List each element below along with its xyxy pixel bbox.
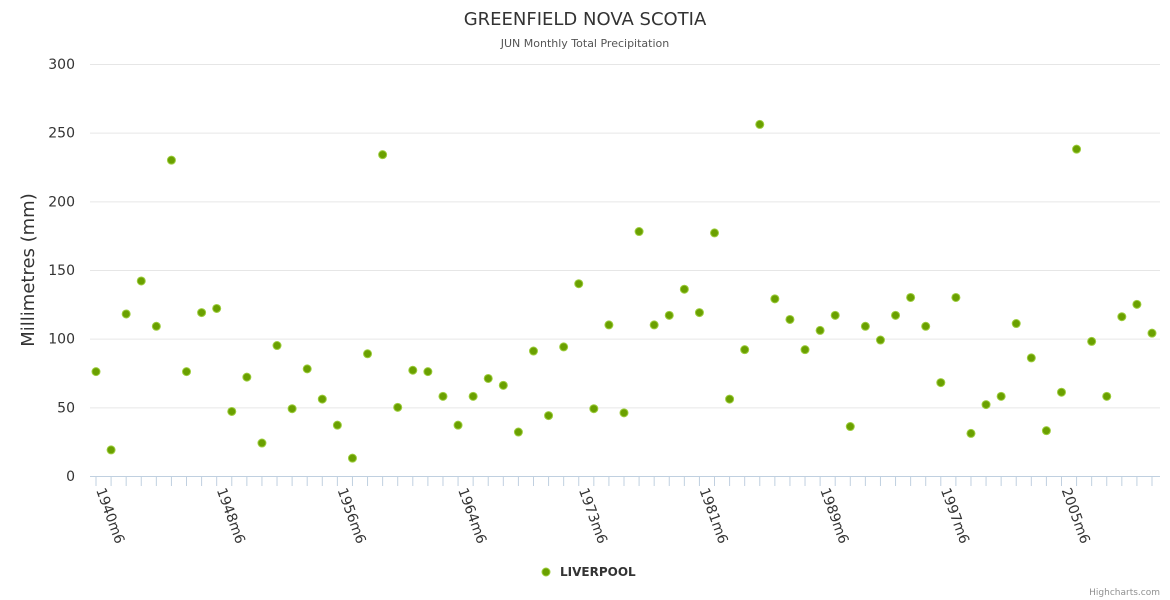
data-point[interactable] [483,373,493,383]
data-point[interactable] [891,310,901,320]
x-tick-label: 1956m6 [334,486,369,546]
data-point[interactable] [951,292,961,302]
data-point[interactable] [604,320,614,330]
data-point[interactable] [317,394,327,404]
y-tick-label: 250 [48,126,75,142]
data-point[interactable] [996,391,1006,401]
data-point[interactable] [619,408,629,418]
data-point[interactable] [906,292,916,302]
data-point[interactable] [121,309,131,319]
data-point[interactable] [408,365,418,375]
data-point[interactable] [694,308,704,318]
x-tick-label: 1997m6 [937,486,972,546]
data-point[interactable] [423,367,433,377]
data-point[interactable] [664,310,674,320]
y-tick-label: 300 [48,57,75,73]
data-point[interactable] [513,427,523,437]
data-point[interactable] [559,342,569,352]
credits[interactable]: Highcharts.com [1089,588,1160,598]
data-point[interactable] [197,308,207,318]
x-tick-label: 1973m6 [575,486,610,546]
chart-subtitle: JUN Monthly Total Precipitation [500,37,670,50]
data-point[interactable] [1147,328,1157,338]
data-point[interactable] [468,391,478,401]
data-point[interactable] [981,400,991,410]
data-point[interactable] [770,294,780,304]
x-tick-label: 1981m6 [696,486,731,546]
data-point[interactable] [227,406,237,416]
y-tick-label: 0 [66,469,75,485]
data-point[interactable] [860,321,870,331]
data-point[interactable] [634,227,644,237]
data-point[interactable] [151,321,161,331]
y-tick-label: 50 [57,400,75,416]
data-point[interactable] [106,445,116,455]
data-point[interactable] [875,335,885,345]
data-point[interactable] [257,438,267,448]
data-point[interactable] [438,391,448,401]
data-point[interactable] [166,155,176,165]
chart-title: GREENFIELD NOVA SCOTIA [464,9,707,30]
x-tick-label: 2005m6 [1058,486,1093,546]
data-point[interactable] [212,303,222,313]
data-point[interactable] [1011,319,1021,329]
y-axis-title: Millimetres (mm) [18,193,39,347]
y-tick-label: 200 [48,194,75,210]
data-point[interactable] [332,420,342,430]
data-point[interactable] [347,453,357,463]
data-point[interactable] [921,321,931,331]
data-point[interactable] [1132,299,1142,309]
legend-label: LIVERPOOL [560,565,636,579]
x-tick-label: 1940m6 [92,486,127,546]
data-point[interactable] [1026,353,1036,363]
data-point[interactable] [800,345,810,355]
data-point[interactable] [1072,144,1082,154]
data-point[interactable] [785,314,795,324]
data-point[interactable] [740,345,750,355]
data-point[interactable] [363,349,373,359]
legend-item-liverpool[interactable]: LIVERPOOL [541,565,636,579]
legend-marker [541,567,551,577]
y-tick-label: 150 [48,263,75,279]
data-point[interactable] [453,420,463,430]
data-point[interactable] [1117,312,1127,322]
data-point[interactable] [679,284,689,294]
data-point[interactable] [755,119,765,129]
data-point[interactable] [302,364,312,374]
y-tick-label: 100 [48,332,75,348]
data-point[interactable] [528,346,538,356]
data-point[interactable] [589,404,599,414]
data-point[interactable] [378,150,388,160]
data-point[interactable] [1087,336,1097,346]
x-tick-label: 1948m6 [213,486,248,546]
data-point[interactable] [393,402,403,412]
data-point[interactable] [1056,387,1066,397]
data-point[interactable] [287,404,297,414]
data-point[interactable] [710,228,720,238]
x-tick-label: 1989m6 [816,486,851,546]
data-point[interactable] [936,378,946,388]
data-point[interactable] [845,422,855,432]
data-point[interactable] [1041,426,1051,436]
data-point[interactable] [242,372,252,382]
data-point[interactable] [544,411,554,421]
data-point[interactable] [815,325,825,335]
x-tick-label: 1964m6 [454,486,489,546]
data-point[interactable] [1102,391,1112,401]
data-point[interactable] [272,341,282,351]
data-point[interactable] [966,428,976,438]
data-point[interactable] [574,279,584,289]
data-point[interactable] [649,320,659,330]
data-point[interactable] [725,394,735,404]
data-point[interactable] [498,380,508,390]
data-point[interactable] [182,367,192,377]
data-point[interactable] [136,276,146,286]
data-point[interactable] [830,310,840,320]
data-point[interactable] [91,367,101,377]
